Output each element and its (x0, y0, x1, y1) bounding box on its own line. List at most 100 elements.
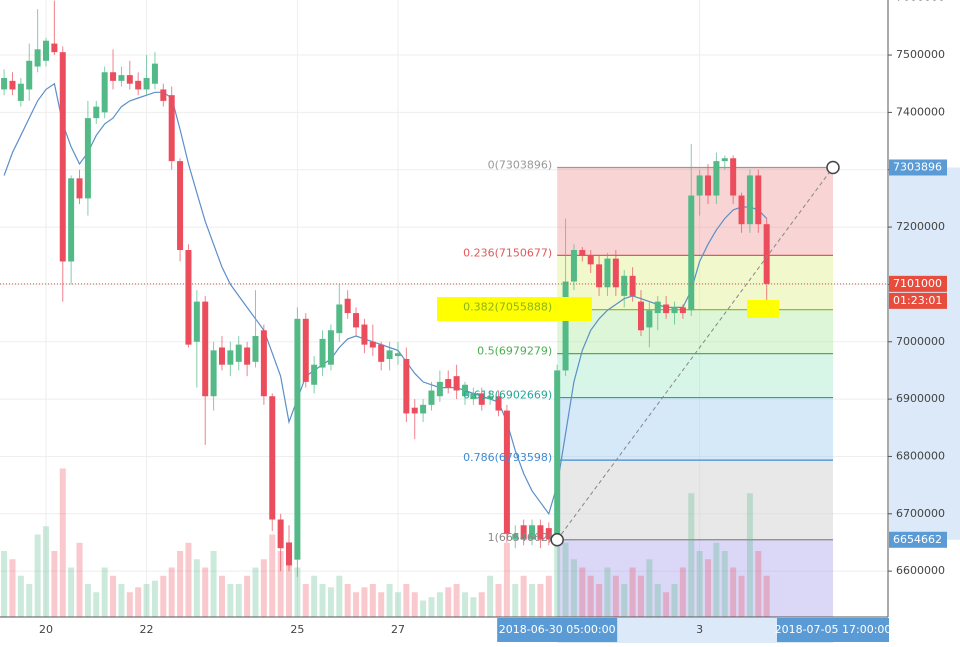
volume-bar (336, 575, 343, 617)
candle-body (135, 80, 142, 90)
y-tick-label: 7600000 (896, 0, 945, 4)
fib-zone (557, 309, 833, 354)
volume-bar (596, 584, 603, 617)
candle-body (730, 158, 737, 196)
candle-body (34, 49, 41, 67)
candle-body (218, 347, 225, 365)
volume-bar (554, 534, 561, 617)
candle-body (596, 264, 603, 288)
candle-body (93, 106, 100, 119)
volume-bar (84, 584, 91, 617)
volume-bar (43, 526, 49, 617)
candle-body (696, 175, 703, 196)
candle-body (68, 178, 75, 262)
volume-bar (512, 584, 519, 617)
volume-bar (746, 493, 753, 617)
candle-body (763, 224, 770, 284)
highlight (747, 300, 779, 318)
anchor-point (826, 160, 840, 175)
y-tick-label: 6700000 (896, 507, 945, 520)
candle-body (110, 72, 117, 81)
volume-bar (646, 559, 653, 617)
fib-zone (557, 255, 833, 310)
anchor-point (550, 533, 564, 547)
candle-body (746, 175, 753, 225)
volume-bar (68, 567, 75, 617)
candle-body (210, 350, 217, 397)
volume-bar (160, 575, 167, 617)
fib-zone (557, 353, 833, 398)
volume-bar (327, 587, 334, 617)
candle-body (118, 75, 125, 81)
candle-body (721, 158, 728, 162)
volume-bar (202, 567, 209, 617)
volume-bar (545, 575, 552, 617)
volume-bar (713, 542, 720, 617)
candle-body (361, 324, 368, 345)
candle-body (252, 336, 259, 362)
volume-bar (101, 567, 108, 617)
volume-bar (143, 584, 150, 617)
volume-bar (495, 584, 502, 617)
volume-bar (386, 584, 393, 617)
candle-body (185, 250, 192, 345)
volume-bar (587, 575, 594, 617)
candle-body (537, 525, 544, 540)
candle-body (143, 77, 150, 90)
volume-bar (185, 542, 192, 617)
volume-bar (621, 584, 628, 617)
volume-bar (59, 468, 66, 617)
candle-body (646, 310, 653, 328)
volume-bar (227, 584, 234, 617)
candle-body (319, 338, 326, 368)
volume-bar (679, 567, 686, 617)
candle-body (663, 304, 670, 314)
candle-body (738, 195, 745, 225)
volume-bar (520, 575, 527, 617)
candle-body (311, 364, 318, 385)
volume-bar (755, 551, 762, 617)
candle-body (43, 40, 49, 61)
volume-bar (344, 584, 351, 617)
volume-bar (260, 559, 267, 617)
x-tick-label: 20 (39, 623, 53, 636)
volume-bar (445, 587, 452, 617)
candle-body (545, 528, 552, 540)
volume-bar (537, 584, 544, 617)
volume-bar (9, 559, 16, 617)
volume-bar (269, 534, 276, 617)
volume-bar (738, 575, 745, 617)
volume-bar (294, 567, 301, 617)
candle-body (679, 307, 686, 314)
candle-body (621, 275, 628, 296)
candle-body (420, 404, 427, 414)
x-tick-label: 22 (140, 623, 154, 636)
price-tag (889, 275, 947, 292)
volume-bar (453, 584, 460, 617)
y-tick-label: 7200000 (896, 220, 945, 233)
candle-body (671, 307, 678, 314)
volume-bar (1, 551, 8, 617)
volume-bar (562, 542, 569, 617)
candle-body (353, 313, 360, 328)
candle-body (126, 75, 133, 84)
candle-body (17, 83, 24, 101)
y-tick-label: 7400000 (896, 105, 945, 118)
volume-bar (503, 542, 510, 617)
candle-body (101, 72, 108, 113)
candle-body (428, 390, 435, 405)
y-tick-label: 6800000 (896, 449, 945, 462)
candle-body (336, 304, 343, 334)
volume-bar (663, 592, 670, 617)
candle-body (570, 250, 577, 282)
volume-bar (529, 584, 536, 617)
volume-bar (462, 592, 468, 617)
candle-body (462, 384, 468, 397)
fib-label: 1(6654662) (488, 531, 553, 544)
volume-bar (76, 542, 83, 617)
candle-body (445, 379, 452, 388)
volume-bar (110, 575, 117, 617)
candle-body (193, 301, 200, 342)
time-tag-label: 2018-06-30 05:00:00 (499, 623, 616, 636)
